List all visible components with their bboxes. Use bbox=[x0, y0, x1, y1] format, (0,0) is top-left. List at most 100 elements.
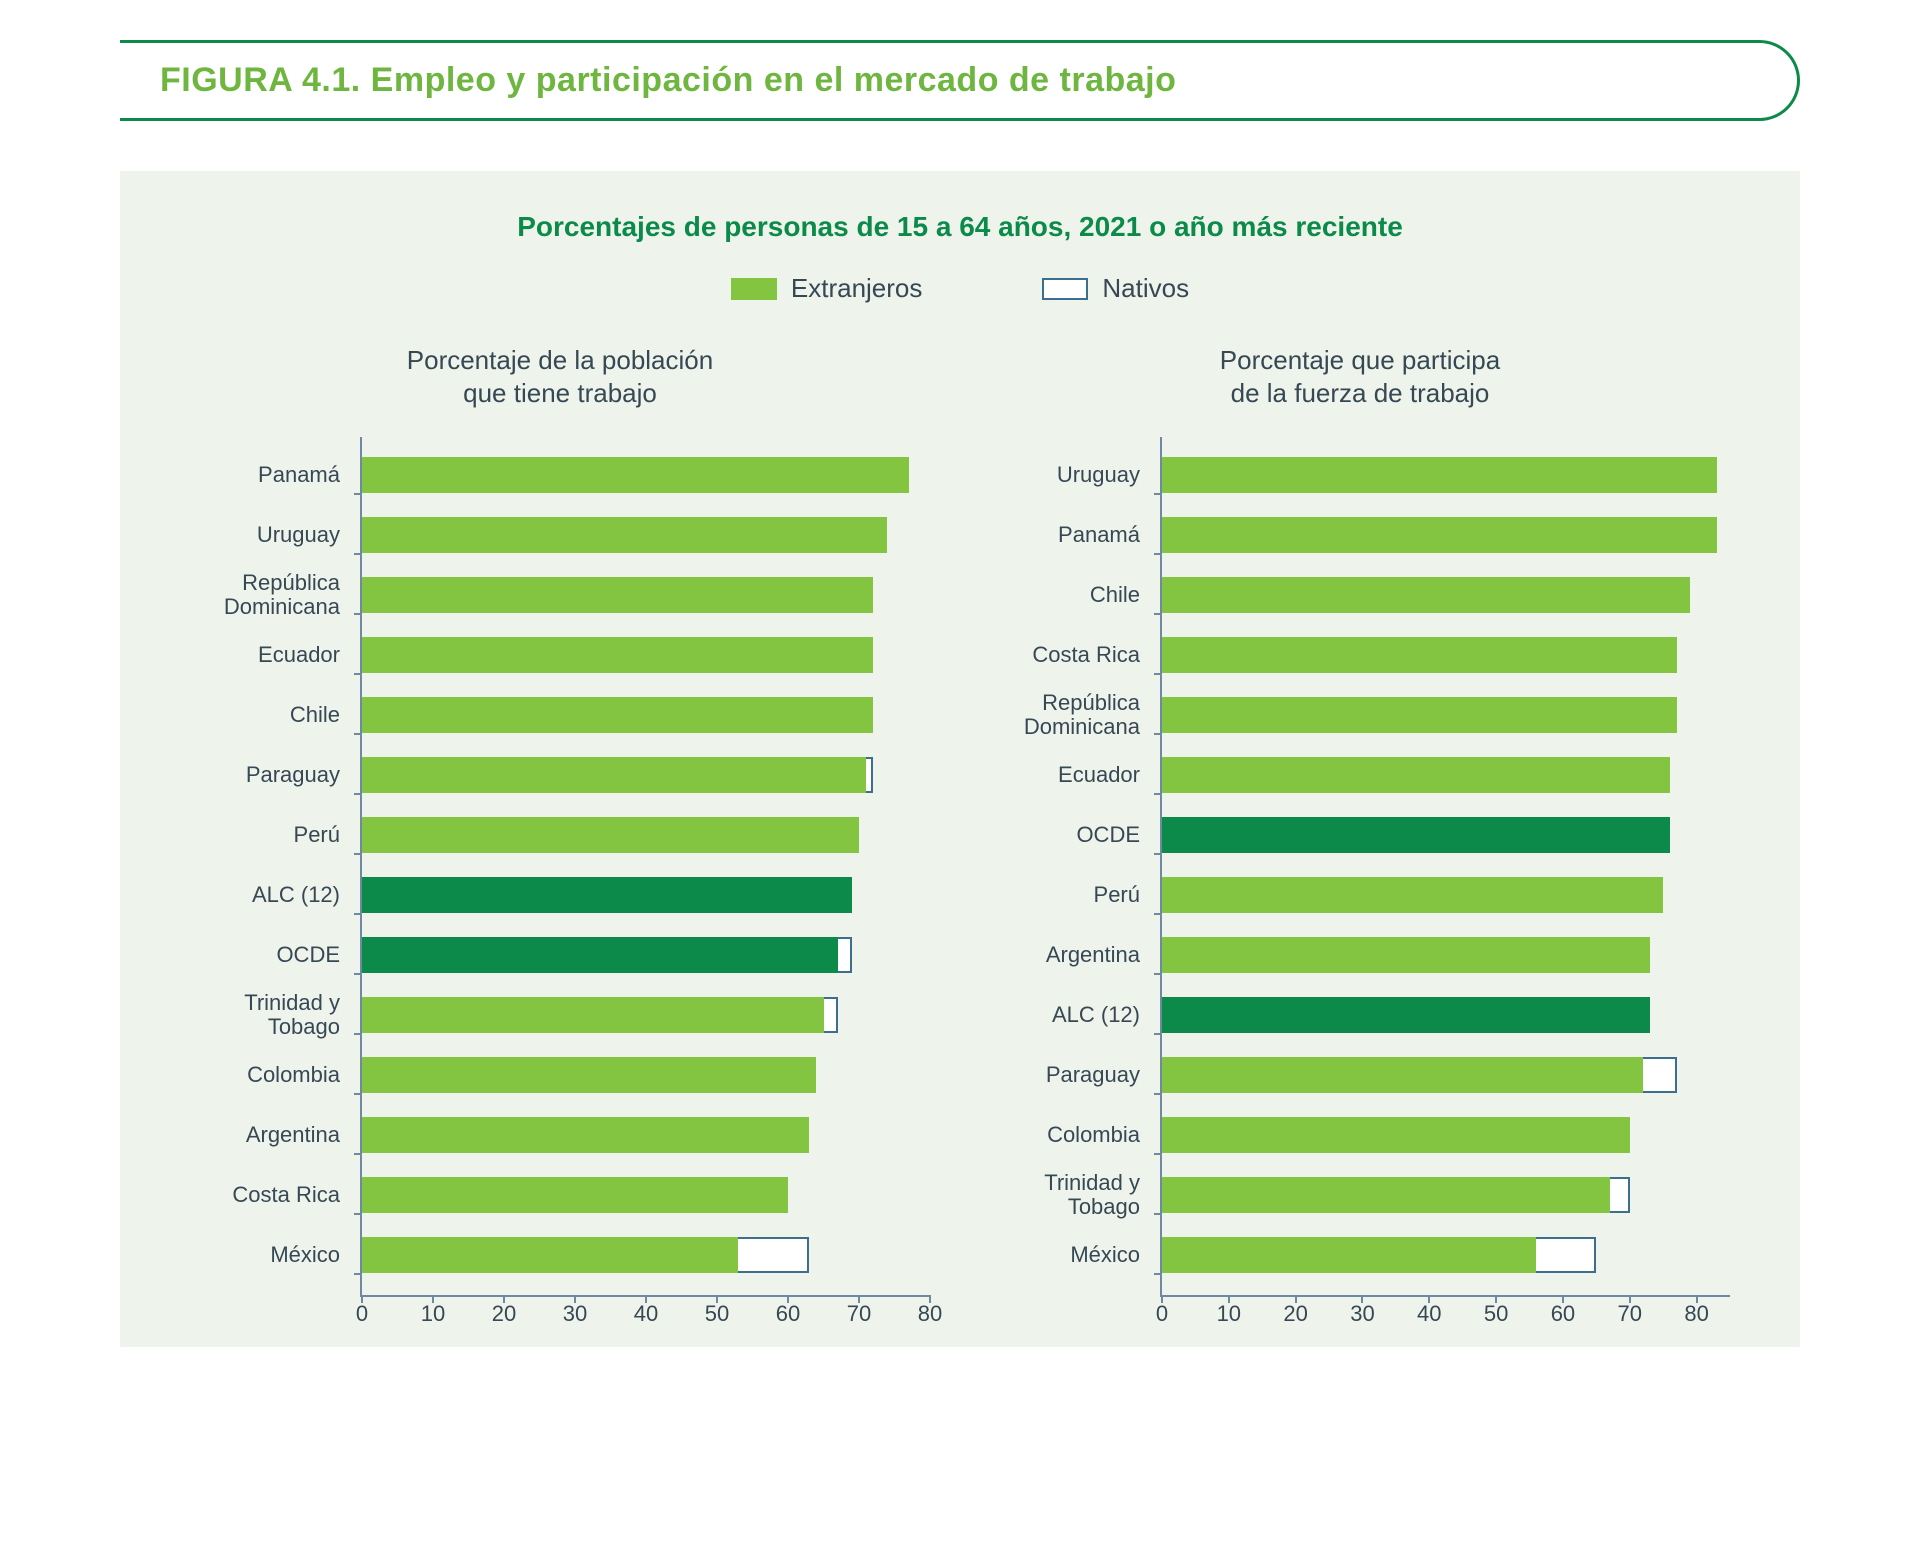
bar-label: Paraguay bbox=[182, 763, 352, 787]
bar-label: Panamá bbox=[182, 463, 352, 487]
bar-foreign bbox=[1162, 1177, 1610, 1213]
bar-foreign bbox=[362, 1237, 738, 1273]
figure-title: FIGURA 4.1. Empleo y participación en el… bbox=[160, 61, 1757, 100]
bar-foreign bbox=[362, 697, 873, 733]
bar-row: Trinidad yTobago bbox=[1162, 1167, 1730, 1223]
charts-row: Porcentaje de la población que tiene tra… bbox=[170, 344, 1750, 1297]
y-tick-mark bbox=[1154, 553, 1162, 555]
x-tick-label: 70 bbox=[847, 1301, 871, 1327]
x-tick-label: 0 bbox=[356, 1301, 368, 1327]
y-tick-mark bbox=[1154, 673, 1162, 675]
chart-left-title: Porcentaje de la población que tiene tra… bbox=[190, 344, 930, 409]
bar-label: Trinidad yTobago bbox=[182, 991, 352, 1039]
bar-row: Argentina bbox=[362, 1107, 930, 1163]
x-tick-label: 0 bbox=[1156, 1301, 1168, 1327]
bar-foreign bbox=[362, 937, 838, 973]
x-tick-label: 80 bbox=[1684, 1301, 1708, 1327]
x-tick-label: 50 bbox=[705, 1301, 729, 1327]
chart-right: Porcentaje que participa de la fuerza de… bbox=[990, 344, 1730, 1297]
bar-row: Ecuador bbox=[1162, 747, 1730, 803]
bar-row: ALC (12) bbox=[1162, 987, 1730, 1043]
bar-label: ALC (12) bbox=[182, 883, 352, 907]
bar-foreign bbox=[1162, 757, 1670, 793]
legend-swatch-native bbox=[1042, 278, 1088, 300]
bar-foreign bbox=[1162, 517, 1717, 553]
bar-row: Panamá bbox=[362, 447, 930, 503]
bar-label: Paraguay bbox=[982, 1063, 1152, 1087]
bar-row: México bbox=[362, 1227, 930, 1283]
chart-left-title-line1: Porcentaje de la población bbox=[407, 345, 713, 375]
bar-row: OCDE bbox=[1162, 807, 1730, 863]
legend-swatch-foreign bbox=[731, 278, 777, 300]
bar-row: ALC (12) bbox=[362, 867, 930, 923]
bar-label: Colombia bbox=[982, 1123, 1152, 1147]
bar-label: ALC (12) bbox=[982, 1003, 1152, 1027]
y-tick-mark bbox=[1154, 1153, 1162, 1155]
chart-right-title-line2: de la fuerza de trabajo bbox=[1231, 378, 1490, 408]
bar-label: Argentina bbox=[182, 1123, 352, 1147]
bar-foreign bbox=[1162, 997, 1650, 1033]
y-tick-mark bbox=[1154, 1213, 1162, 1215]
bar-label: Uruguay bbox=[182, 523, 352, 547]
bar-row: Colombia bbox=[362, 1047, 930, 1103]
bar-foreign bbox=[1162, 697, 1677, 733]
bar-label: Colombia bbox=[182, 1063, 352, 1087]
bar-label: Chile bbox=[182, 703, 352, 727]
bar-row: Ecuador bbox=[362, 627, 930, 683]
y-tick-mark bbox=[1154, 793, 1162, 795]
bar-row: Chile bbox=[1162, 567, 1730, 623]
y-tick-mark bbox=[354, 853, 362, 855]
legend: Extranjeros Nativos bbox=[170, 273, 1750, 304]
y-tick-mark bbox=[1154, 613, 1162, 615]
bar-row: Argentina bbox=[1162, 927, 1730, 983]
bar-row: México bbox=[1162, 1227, 1730, 1283]
x-tick-label: 40 bbox=[634, 1301, 658, 1327]
y-tick-mark bbox=[354, 1093, 362, 1095]
bar-row: Chile bbox=[362, 687, 930, 743]
bar-label: Perú bbox=[182, 823, 352, 847]
bar-foreign bbox=[1162, 1117, 1630, 1153]
y-tick-mark bbox=[1154, 913, 1162, 915]
x-tick-label: 60 bbox=[1551, 1301, 1575, 1327]
bar-label: Trinidad yTobago bbox=[982, 1171, 1152, 1219]
legend-item-foreign: Extranjeros bbox=[731, 273, 923, 304]
bar-label: Costa Rica bbox=[982, 643, 1152, 667]
bar-row: Perú bbox=[1162, 867, 1730, 923]
bar-label: Perú bbox=[982, 883, 1152, 907]
bar-foreign bbox=[362, 1177, 788, 1213]
chart-subtitle: Porcentajes de personas de 15 a 64 años,… bbox=[170, 211, 1750, 243]
chart-right-title-line1: Porcentaje que participa bbox=[1220, 345, 1500, 375]
y-tick-mark bbox=[1154, 973, 1162, 975]
bar-row: Panamá bbox=[1162, 507, 1730, 563]
x-tick-label: 60 bbox=[776, 1301, 800, 1327]
chart-left-plot: 01020304050607080PanamáUruguayRepúblicaD… bbox=[190, 437, 930, 1297]
bar-foreign bbox=[362, 1057, 816, 1093]
bar-foreign bbox=[362, 1117, 809, 1153]
x-tick-label: 30 bbox=[563, 1301, 587, 1327]
bar-foreign bbox=[1162, 877, 1663, 913]
x-tick-label: 20 bbox=[492, 1301, 516, 1327]
y-tick-mark bbox=[1154, 1093, 1162, 1095]
bar-label: México bbox=[182, 1243, 352, 1267]
bar-label: Ecuador bbox=[182, 643, 352, 667]
bar-foreign bbox=[1162, 637, 1677, 673]
x-tick-label: 10 bbox=[1217, 1301, 1241, 1327]
bar-foreign bbox=[362, 517, 887, 553]
bar-label: OCDE bbox=[982, 823, 1152, 847]
bar-label: OCDE bbox=[182, 943, 352, 967]
bar-foreign bbox=[1162, 1237, 1536, 1273]
y-tick-mark bbox=[354, 733, 362, 735]
y-tick-mark bbox=[354, 1273, 362, 1275]
y-tick-mark bbox=[1154, 733, 1162, 735]
bar-foreign bbox=[362, 577, 873, 613]
bar-foreign bbox=[362, 637, 873, 673]
chart-right-plot-inner: 01020304050607080UruguayPanamáChileCosta… bbox=[1160, 437, 1730, 1297]
x-tick-label: 50 bbox=[1484, 1301, 1508, 1327]
chart-right-title: Porcentaje que participa de la fuerza de… bbox=[990, 344, 1730, 409]
y-tick-mark bbox=[354, 1033, 362, 1035]
chart-left-plot-inner: 01020304050607080PanamáUruguayRepúblicaD… bbox=[360, 437, 930, 1297]
y-tick-mark bbox=[354, 553, 362, 555]
bar-row: Trinidad yTobago bbox=[362, 987, 930, 1043]
bar-foreign bbox=[1162, 457, 1717, 493]
bar-label: México bbox=[982, 1243, 1152, 1267]
